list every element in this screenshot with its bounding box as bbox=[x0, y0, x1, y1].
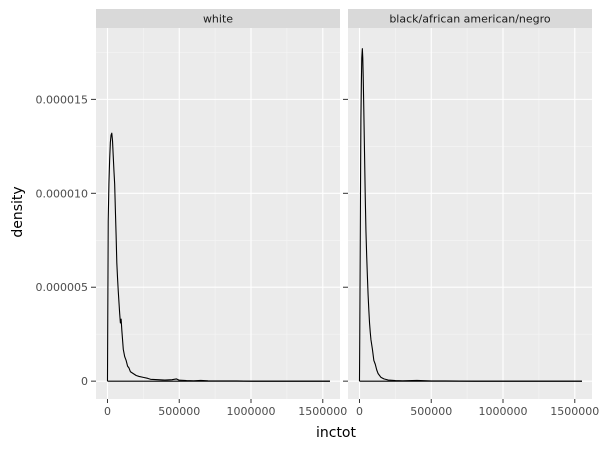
x-tick-label: 1000000 bbox=[227, 405, 276, 418]
x-axis-title: inctot bbox=[316, 425, 357, 441]
y-tick-label: 0.000015 bbox=[36, 93, 89, 106]
y-tick-label: 0.000005 bbox=[36, 281, 89, 294]
facet-panel: white 0 500000 1000000 1500000 bbox=[91, 9, 347, 418]
panel-background bbox=[348, 28, 592, 399]
x-tick-label: 500000 bbox=[158, 405, 200, 418]
y-tick-label: 0 bbox=[81, 375, 88, 388]
panel-background bbox=[96, 28, 340, 399]
facet-panel: black/african american/negro 0 500000 10000… bbox=[343, 9, 599, 418]
y-axis: 0 0.000005 0.000010 0.000015 bbox=[36, 93, 89, 388]
x-tick-label: 1000000 bbox=[479, 405, 528, 418]
y-axis-title: density bbox=[10, 186, 26, 237]
x-tick-label: 1500000 bbox=[550, 405, 599, 418]
facet-strip bbox=[96, 9, 340, 28]
x-tick-label: 0 bbox=[356, 405, 363, 418]
x-tick-label: 500000 bbox=[410, 405, 452, 418]
facet-strip-label: black/african american/negro bbox=[389, 13, 551, 26]
facet-strip-label: white bbox=[203, 13, 233, 26]
facet-strip bbox=[348, 9, 592, 28]
x-tick-label: 1500000 bbox=[298, 405, 347, 418]
y-tick-label: 0.000010 bbox=[36, 187, 89, 200]
x-tick-label: 0 bbox=[104, 405, 111, 418]
